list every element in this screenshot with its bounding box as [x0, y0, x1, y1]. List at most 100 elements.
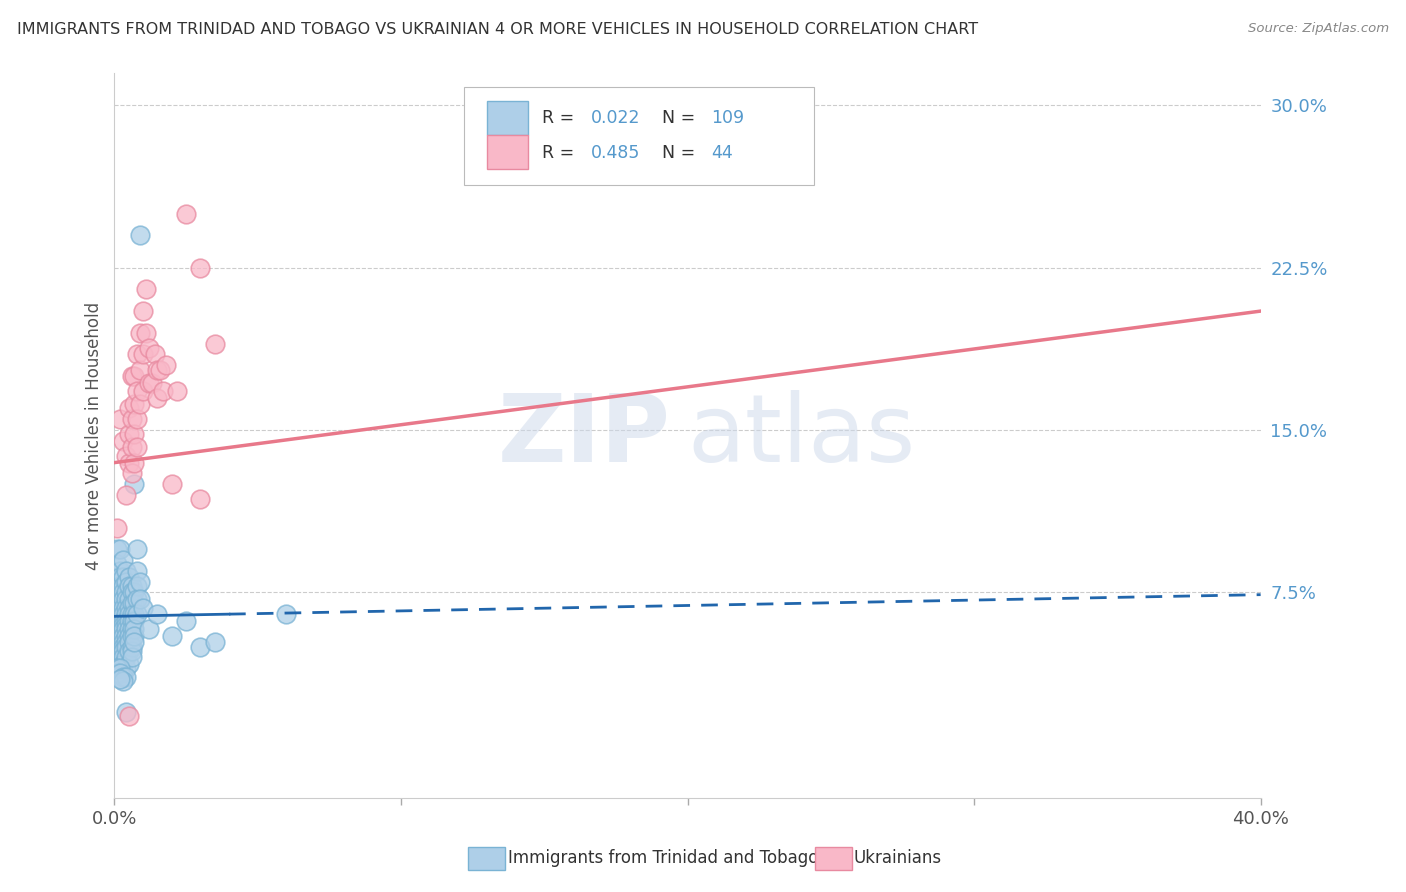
Point	[127, 592, 149, 607]
Point	[118, 600, 141, 615]
Point	[111, 622, 134, 636]
Point	[108, 412, 131, 426]
Point	[124, 635, 146, 649]
Text: N =: N =	[662, 144, 702, 161]
Point	[146, 607, 169, 621]
FancyBboxPatch shape	[464, 87, 814, 186]
Point	[105, 644, 128, 658]
Point	[105, 614, 128, 628]
Point	[118, 657, 141, 671]
Point	[118, 456, 141, 470]
Point	[111, 585, 134, 599]
Text: 109: 109	[711, 109, 745, 127]
Point	[127, 542, 149, 557]
Point	[124, 456, 146, 470]
FancyBboxPatch shape	[486, 136, 529, 169]
Point	[121, 585, 143, 599]
Point	[105, 618, 128, 632]
Point	[108, 665, 131, 680]
Point	[132, 600, 155, 615]
Point	[108, 622, 131, 636]
Text: ZIP: ZIP	[498, 390, 671, 482]
Point	[138, 341, 160, 355]
Point	[118, 607, 141, 621]
Point	[121, 644, 143, 658]
Point	[118, 579, 141, 593]
Point	[108, 614, 131, 628]
Point	[124, 369, 146, 384]
Point	[105, 665, 128, 680]
Point	[132, 304, 155, 318]
Point	[129, 228, 152, 243]
Point	[121, 596, 143, 610]
Point	[108, 564, 131, 578]
Point	[115, 618, 138, 632]
Point	[108, 650, 131, 665]
Point	[160, 477, 183, 491]
Point	[111, 629, 134, 643]
Point	[127, 564, 149, 578]
Point	[129, 574, 152, 589]
Point	[121, 640, 143, 654]
Point	[111, 618, 134, 632]
Point	[108, 644, 131, 658]
Point	[115, 705, 138, 719]
Point	[111, 670, 134, 684]
Point	[115, 640, 138, 654]
FancyBboxPatch shape	[486, 102, 529, 135]
Point	[118, 635, 141, 649]
Point	[135, 326, 157, 340]
Point	[138, 376, 160, 390]
Point	[115, 635, 138, 649]
Point	[115, 585, 138, 599]
Point	[129, 326, 152, 340]
Point	[111, 635, 134, 649]
Point	[111, 600, 134, 615]
Point	[111, 665, 134, 680]
Point	[121, 579, 143, 593]
Point	[276, 607, 298, 621]
Point	[111, 640, 134, 654]
Point	[115, 661, 138, 675]
Text: R =: R =	[541, 144, 579, 161]
Point	[111, 570, 134, 584]
Text: 44: 44	[711, 144, 734, 161]
Point	[111, 434, 134, 448]
Point	[118, 614, 141, 628]
Point	[105, 542, 128, 557]
Point	[141, 376, 163, 390]
Text: Ukrainians: Ukrainians	[853, 849, 942, 867]
Point	[121, 650, 143, 665]
Point	[105, 583, 128, 598]
Point	[105, 640, 128, 654]
Point	[127, 347, 149, 361]
Point	[160, 629, 183, 643]
Point	[152, 384, 174, 399]
Point	[118, 644, 141, 658]
Point	[108, 657, 131, 671]
Point	[115, 592, 138, 607]
Point	[121, 441, 143, 455]
Point	[121, 614, 143, 628]
Point	[108, 570, 131, 584]
Point	[108, 618, 131, 632]
Point	[124, 397, 146, 411]
Point	[115, 488, 138, 502]
Text: 0.022: 0.022	[592, 109, 641, 127]
Point	[105, 592, 128, 607]
Point	[108, 672, 131, 686]
Point	[132, 384, 155, 399]
Point	[115, 629, 138, 643]
Point	[143, 347, 166, 361]
Point	[105, 635, 128, 649]
Point	[118, 629, 141, 643]
Point	[190, 640, 212, 654]
Point	[108, 607, 131, 621]
Point	[105, 607, 128, 621]
Point	[108, 592, 131, 607]
Point	[115, 449, 138, 463]
Point	[121, 369, 143, 384]
Point	[135, 282, 157, 296]
Point	[111, 674, 134, 689]
Point	[166, 384, 188, 399]
